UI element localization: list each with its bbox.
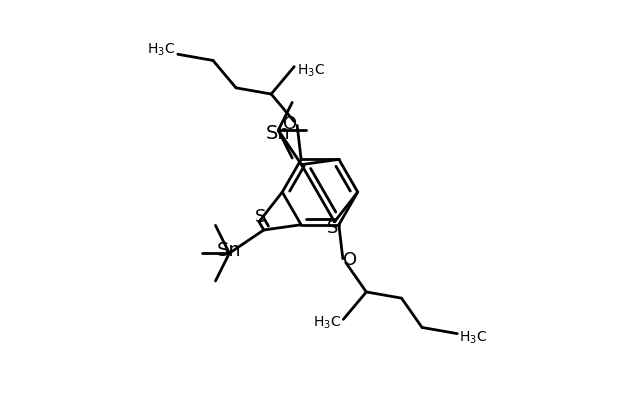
Text: O: O — [283, 116, 297, 133]
Text: Sn: Sn — [217, 241, 242, 260]
Text: H$_3$C: H$_3$C — [460, 330, 487, 346]
Text: S: S — [327, 219, 338, 237]
Text: S: S — [255, 208, 267, 226]
Text: Sn: Sn — [266, 124, 291, 143]
Text: H$_3$C: H$_3$C — [313, 315, 341, 331]
Text: O: O — [343, 251, 357, 269]
Text: H$_3$C: H$_3$C — [297, 62, 325, 79]
Text: H$_3$C: H$_3$C — [147, 42, 175, 58]
